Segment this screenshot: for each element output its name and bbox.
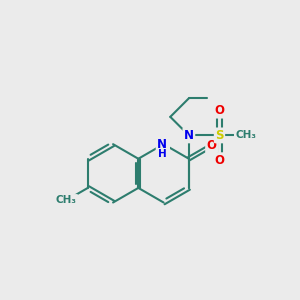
Text: O: O bbox=[214, 154, 224, 167]
Text: O: O bbox=[214, 104, 224, 117]
Text: S: S bbox=[215, 129, 224, 142]
Text: O: O bbox=[207, 139, 217, 152]
Text: CH₃: CH₃ bbox=[235, 130, 256, 140]
Text: CH₃: CH₃ bbox=[56, 195, 77, 205]
Text: N: N bbox=[159, 138, 169, 151]
Text: N: N bbox=[184, 129, 194, 142]
Text: H: H bbox=[158, 149, 167, 159]
Text: N: N bbox=[157, 138, 167, 151]
